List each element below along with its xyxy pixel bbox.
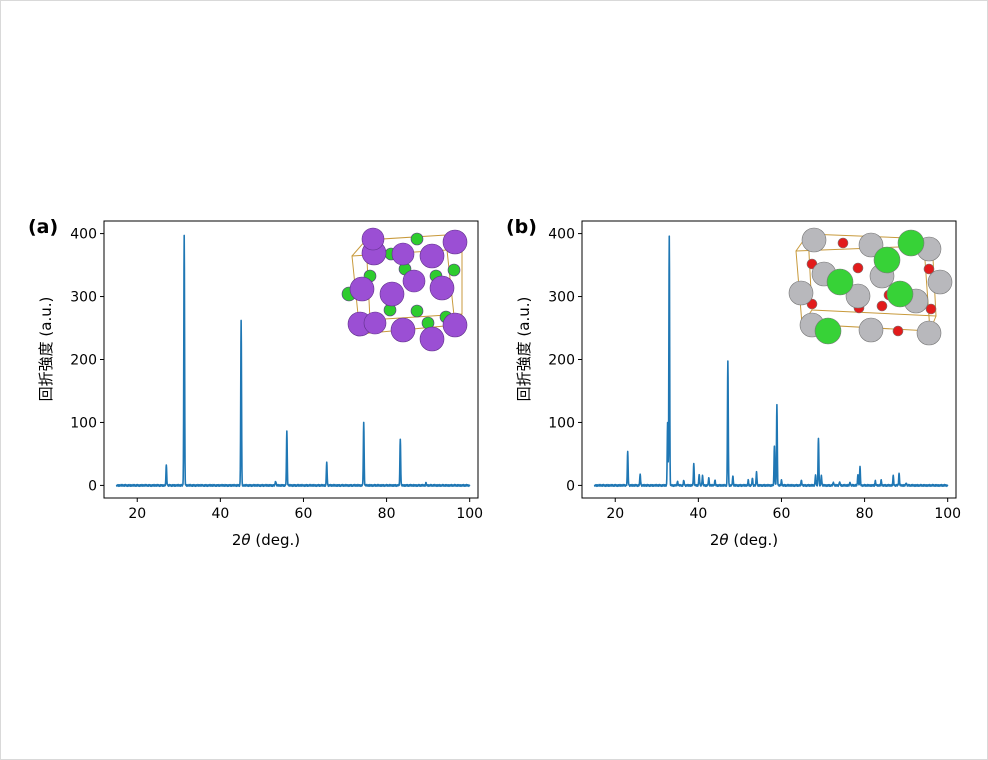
x-tick-label: 20 — [128, 506, 146, 522]
crystal-structure-inset-b — [788, 227, 953, 346]
x-tick-label: 40 — [689, 506, 707, 522]
y-axis-label-a: 回折強度 (a.u.) — [37, 297, 55, 402]
x-tick-label: 100 — [456, 506, 483, 522]
y-tick-label: 0 — [88, 478, 97, 494]
x-axis-label-b: 2θ (deg.) — [710, 531, 778, 549]
chart-a-svg: (a) 回折強度 (a.u.) 2θ (deg.) 20 40 60 80 100 0 10… — [28, 216, 483, 549]
x-tick-label: 80 — [378, 506, 396, 522]
chart-panel-a: (a) 回折強度 (a.u.) 2θ (deg.) 20 40 60 80 100 0 10… — [26, 206, 496, 566]
y-tick-label: 200 — [70, 353, 97, 369]
y-tick-label: 300 — [548, 290, 575, 306]
y-tick-label: 200 — [548, 353, 575, 369]
y-tick-label: 300 — [70, 290, 97, 306]
y-tick-label: 0 — [566, 478, 575, 494]
series-line — [115, 234, 471, 488]
y-tick-label: 400 — [548, 227, 575, 243]
x-tick-label: 40 — [211, 506, 229, 522]
y-tick-label: 100 — [70, 415, 97, 431]
chart-panel-b: (b) 回折強度 (a.u.) 2θ (deg.) 20 40 60 80 100 0 10… — [504, 206, 974, 566]
y-tick-label: 100 — [548, 415, 575, 431]
panel-label-a: (a) — [28, 216, 58, 238]
x-tick-label: 20 — [606, 506, 624, 522]
crystal-structure-inset-a — [341, 227, 468, 352]
y-axis-label-b: 回折強度 (a.u.) — [515, 297, 533, 402]
y-tick-label: 400 — [70, 227, 97, 243]
chart-b-svg: (b) 回折強度 (a.u.) 2θ (deg.) 20 40 60 80 100 0 10… — [506, 216, 961, 549]
x-tick-label: 60 — [773, 506, 791, 522]
x-tick-label: 80 — [856, 506, 874, 522]
plot-frame — [581, 220, 957, 499]
panel-label-b: (b) — [506, 216, 537, 238]
x-tick-label: 60 — [295, 506, 313, 522]
series-line — [593, 235, 949, 488]
x-axis-label-a: 2θ (deg.) — [232, 531, 300, 549]
x-tick-label: 100 — [934, 506, 961, 522]
plot-frame — [103, 220, 479, 499]
